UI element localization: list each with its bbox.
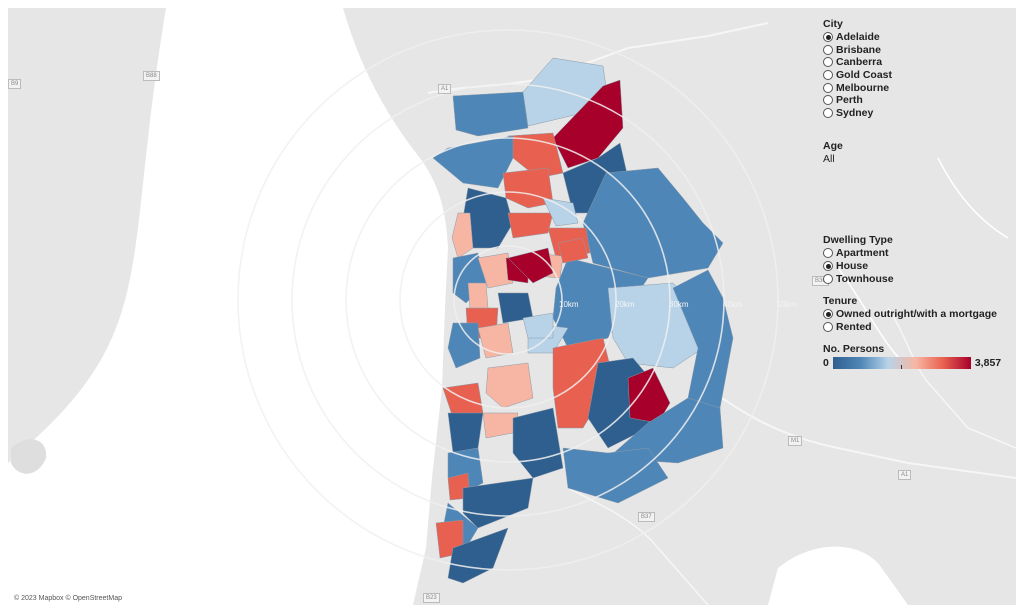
suburb-region[interactable] <box>462 477 534 529</box>
region-layer <box>432 57 734 584</box>
city-option-label: Adelaide <box>836 31 880 44</box>
dwelling-option-label: House <box>836 260 869 273</box>
suburb-region[interactable] <box>522 312 554 339</box>
suburb-region[interactable] <box>447 527 509 584</box>
legend-gradient-bar <box>832 357 971 370</box>
legend-title: No. Persons <box>823 343 885 356</box>
dwelling-type-filter: Dwelling Type Apartment House Townhouse <box>823 234 1013 285</box>
radio-icon[interactable] <box>823 44 833 55</box>
suburb-region[interactable] <box>502 167 554 209</box>
distance-ring <box>453 245 563 355</box>
radio-icon[interactable] <box>823 248 833 259</box>
ring-label-50km: 50km <box>777 300 797 309</box>
city-option-sydney[interactable]: Sydney <box>823 107 1013 120</box>
ring-label-30km: 30km <box>669 300 689 309</box>
radio-icon[interactable] <box>823 273 833 284</box>
city-option-adelaide[interactable]: Adelaide <box>823 31 1013 44</box>
suburb-region[interactable] <box>485 362 534 409</box>
suburb-region[interactable] <box>451 212 474 259</box>
map-attribution: © 2023 Mapbox © OpenStreetMap <box>14 595 122 602</box>
ring-label-20km: 20km <box>615 300 635 309</box>
gulf-water <box>8 8 448 605</box>
dwelling-option-house[interactable]: House <box>823 260 1013 273</box>
radio-icon[interactable] <box>823 57 833 68</box>
suburb-region[interactable] <box>562 447 669 504</box>
city-option-perth[interactable]: Perth <box>823 94 1013 107</box>
radio-icon[interactable] <box>823 82 833 93</box>
tenure-filter-title: Tenure <box>823 294 858 307</box>
dwelling-option-townhouse[interactable]: Townhouse <box>823 272 1013 285</box>
city-option-label: Perth <box>836 94 863 107</box>
suburb-region[interactable] <box>507 212 554 239</box>
age-filter-title: Age <box>823 140 843 153</box>
city-option-label: Gold Coast <box>836 69 893 82</box>
radio-selected-icon[interactable] <box>823 261 833 272</box>
small-island <box>11 439 47 474</box>
dwelling-option-label: Townhouse <box>836 272 894 285</box>
lower-water <box>768 546 908 605</box>
road-label-m1: M1 <box>788 436 803 446</box>
radio-selected-icon[interactable] <box>823 309 833 320</box>
distance-ring <box>399 191 617 409</box>
radio-selected-icon[interactable] <box>823 32 833 43</box>
suburb-region[interactable] <box>552 79 624 169</box>
radio-icon[interactable] <box>823 321 833 332</box>
road-label-a1: A1 <box>438 84 452 94</box>
radio-icon[interactable] <box>823 107 833 118</box>
tenure-filter: Tenure Owned outright/with a mortgage Re… <box>823 295 1013 333</box>
city-option-brisbane[interactable]: Brisbane <box>823 44 1013 57</box>
ring-label-40km: 40km <box>723 300 743 309</box>
suburb-region[interactable] <box>447 322 481 369</box>
color-legend: No. Persons 0 3,857 <box>823 343 1013 370</box>
legend-scale: 0 3,857 <box>823 357 1013 370</box>
map-canvas[interactable] <box>8 8 1016 605</box>
road-label-a1-east: A1 <box>898 470 912 480</box>
suburb-region[interactable] <box>507 247 554 284</box>
tenure-option-label: Rented <box>836 320 872 333</box>
distance-rings <box>237 29 779 571</box>
road-label-b9: B9 <box>8 79 22 89</box>
city-filter: City Adelaide Brisbane Canberra Gold Coa… <box>823 18 1013 119</box>
suburb-region[interactable] <box>432 135 514 189</box>
city-option-canberra[interactable]: Canberra <box>823 56 1013 69</box>
suburb-region[interactable] <box>452 91 529 137</box>
dwelling-type-filter-title: Dwelling Type <box>823 234 893 247</box>
radio-icon[interactable] <box>823 95 833 106</box>
legend-min: 0 <box>823 357 829 370</box>
filter-panel: City Adelaide Brisbane Canberra Gold Coa… <box>823 18 1013 370</box>
tenure-option-label: Owned outright/with a mortgage <box>836 308 997 321</box>
road-label-b88: B88 <box>143 71 160 81</box>
age-filter-value[interactable]: All <box>823 153 835 166</box>
distance-ring <box>345 137 671 463</box>
suburb-region[interactable] <box>467 282 489 309</box>
suburb-region[interactable] <box>447 412 484 454</box>
radio-icon[interactable] <box>823 70 833 81</box>
distance-ring <box>237 29 779 571</box>
ring-label-10km: 10km <box>559 300 579 309</box>
city-option-label: Melbourne <box>836 81 890 94</box>
city-option-melbourne[interactable]: Melbourne <box>823 81 1013 94</box>
tenure-option-owned[interactable]: Owned outright/with a mortgage <box>823 308 1013 321</box>
distance-ring <box>291 83 725 517</box>
legend-midpoint-tick <box>900 365 902 370</box>
tenure-option-rented[interactable]: Rented <box>823 321 1013 334</box>
age-filter[interactable]: Age All <box>823 140 1013 165</box>
road-label-b37: B37 <box>638 512 655 522</box>
suburb-region[interactable] <box>477 252 514 289</box>
city-option-gold-coast[interactable]: Gold Coast <box>823 69 1013 82</box>
dwelling-option-label: Apartment <box>836 247 889 260</box>
suburb-region[interactable] <box>557 237 589 264</box>
suburb-region[interactable] <box>672 269 734 409</box>
legend-max: 3,857 <box>974 357 1002 370</box>
dwelling-option-apartment[interactable]: Apartment <box>823 247 1013 260</box>
city-option-label: Sydney <box>836 106 874 119</box>
suburb-region[interactable] <box>512 407 564 479</box>
city-option-label: Brisbane <box>836 43 881 56</box>
map-view[interactable]: 10km 20km 30km 40km 50km A1 B88 B9 M1 A1… <box>8 8 1016 605</box>
city-option-label: Canberra <box>836 56 883 69</box>
suburb-region[interactable] <box>582 167 724 279</box>
suburb-region[interactable] <box>542 197 579 227</box>
city-filter-title: City <box>823 18 843 30</box>
road-label-b23: B23 <box>423 593 440 603</box>
